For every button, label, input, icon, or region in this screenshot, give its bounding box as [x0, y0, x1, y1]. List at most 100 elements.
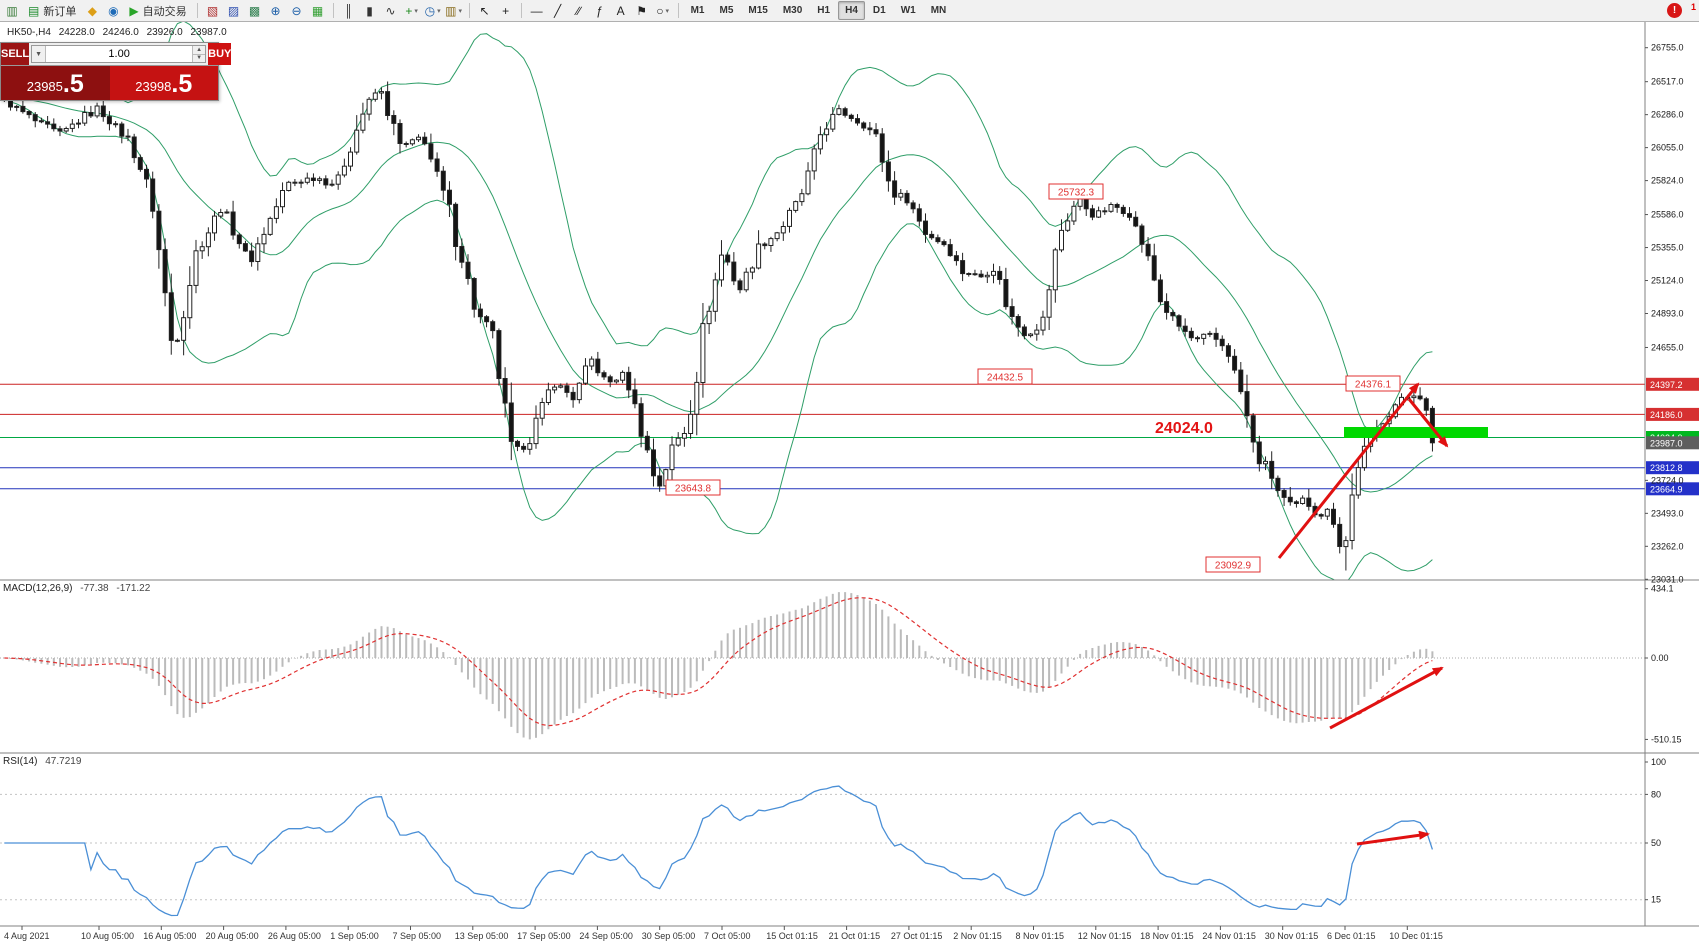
svg-text:23643.8: 23643.8 — [675, 484, 712, 495]
add-indicator-button[interactable]: + ▾ — [402, 2, 422, 20]
svg-text:24186.0: 24186.0 — [1650, 410, 1683, 420]
chart-window-icon: ▩ — [248, 3, 261, 18]
fibonacci-tool-button[interactable]: ƒ — [590, 2, 610, 20]
ohlc-low: 23926.0 — [146, 27, 183, 38]
volume-down-icon[interactable]: ▼ — [193, 54, 206, 62]
timeframe-h1[interactable]: H1 — [817, 5, 831, 16]
label-tool-button[interactable]: ⚑ — [632, 2, 652, 20]
ohlc-high: 24246.0 — [102, 27, 139, 38]
overlay-layer: 25732.3 24432.5 24376.1 24024.0 23643.8 23092… — [665, 183, 1699, 846]
crosshair-icon: + — [502, 3, 510, 18]
timeframe-m15[interactable]: M15 — [748, 5, 768, 16]
chart-window-button[interactable]: ▩ — [245, 2, 265, 20]
shapes-tool-button[interactable]: ○ ▾ — [653, 2, 673, 20]
zoom-out-button[interactable]: ⊖ — [287, 2, 307, 20]
trend-arrow[interactable] — [1356, 830, 1430, 846]
timeframe-w1[interactable]: W1 — [900, 5, 916, 16]
time-axis-label: 4 Aug 2021 — [4, 931, 50, 941]
price-axis-label: 23262.0 — [1651, 541, 1684, 551]
cursor-button[interactable]: ↖ — [475, 2, 495, 20]
time-axis-label: 30 Nov 01:15 — [1265, 931, 1319, 941]
svg-text:24376.1: 24376.1 — [1355, 380, 1392, 391]
price-tag — [1646, 436, 1699, 450]
timeframe-h4[interactable]: H4 — [838, 1, 865, 20]
trend-arrow[interactable] — [1407, 398, 1449, 448]
new-order-label: 新订单 — [43, 5, 77, 18]
text-tool-button[interactable]: A — [611, 2, 631, 20]
svg-text:24432.5: 24432.5 — [987, 373, 1024, 384]
trend-arrow[interactable] — [1329, 666, 1444, 730]
market-watch-button[interactable]: ◉ — [103, 2, 123, 20]
tile-windows-button[interactable]: ▦ — [308, 2, 328, 20]
alert-icon[interactable]: ! — [1667, 3, 1682, 18]
sell-button[interactable]: SELL — [1, 43, 30, 65]
templates-button[interactable]: ▥ ▾ — [444, 2, 464, 20]
volume-input[interactable] — [46, 46, 193, 62]
macd-pane — [0, 592, 1645, 740]
price-chart[interactable]: 25732.3 24432.5 24376.1 24024.0 23643.8 23092… — [0, 22, 1699, 942]
horizontal-line-tool-button[interactable]: — — [527, 2, 547, 20]
volume-dropdown-icon[interactable]: ▼ — [32, 46, 47, 62]
periods-button[interactable]: ◷ ▾ — [423, 2, 443, 20]
key-level-label[interactable]: 24024.0 — [1155, 420, 1213, 437]
rsi-scale-label: 100 — [1651, 757, 1666, 767]
price-annotation-box[interactable] — [665, 479, 721, 496]
fibonacci-tool-icon: ƒ — [596, 3, 603, 18]
horizontal-line-tool-icon: — — [530, 3, 543, 18]
trend-arrow[interactable] — [1277, 382, 1420, 559]
notification-badge: 1 — [1690, 2, 1696, 12]
volume-control: ▼ ▲ ▼ — [31, 45, 207, 63]
buy-price[interactable]: 23998 .5 — [109, 66, 218, 100]
price-axis-label: 23493.0 — [1651, 508, 1684, 518]
support-zone-rectangle[interactable] — [1344, 427, 1488, 438]
price-annotation-box[interactable] — [1345, 375, 1401, 392]
caret-down-icon: ▾ — [665, 7, 669, 15]
timeframe-m1[interactable]: M1 — [690, 5, 705, 16]
timeframe-m30[interactable]: M30 — [782, 5, 803, 16]
macd-indicator-label: MACD(12,26,9) -77.38 -171.22 — [3, 583, 150, 594]
price-annotation-box[interactable] — [1205, 556, 1261, 573]
main-pane — [0, 22, 1645, 580]
macd-scale-label: 0.00 — [1651, 653, 1669, 663]
symbol-info: HK50-,H4 24228.0 24246.0 23926.0 23987.0 — [7, 27, 232, 38]
ohlc-close: 23987.0 — [190, 27, 227, 38]
candlestick-mode-button[interactable]: ▮ — [360, 2, 380, 20]
crosshair-button[interactable]: + — [496, 2, 516, 20]
sell-price-main: 23985 — [26, 79, 63, 94]
new-order-button[interactable]: ▤ 新订单 — [23, 2, 81, 20]
rsi-line — [4, 785, 1434, 917]
price-axis-label: 23724.0 — [1651, 475, 1684, 485]
rsi-scale-label: 80 — [1651, 789, 1661, 799]
price-axis-label: 26517.0 — [1651, 77, 1684, 87]
channel-tool-button[interactable]: ∕∕ — [569, 2, 589, 20]
price-annotation-box[interactable] — [1048, 183, 1104, 200]
indicator-window-button[interactable]: ▧ — [203, 2, 223, 20]
metaeditor-icon: ◆ — [87, 3, 97, 18]
zoom-in-icon: ⊕ — [270, 3, 281, 18]
timeframe-m5[interactable]: M5 — [719, 5, 734, 16]
autotrading-button[interactable]: ▶ 自动交易 — [124, 2, 191, 20]
chart-window: 25732.3 24432.5 24376.1 24024.0 23643.8 23092… — [0, 22, 1699, 942]
bar-chart-mode-button[interactable]: ║ — [339, 2, 359, 20]
metaeditor-button[interactable]: ◆ — [82, 2, 102, 20]
svg-text:23987.0: 23987.0 — [1650, 438, 1683, 448]
price-annotation-box[interactable] — [977, 368, 1033, 385]
alert-glyph: ! — [1672, 5, 1677, 16]
time-axis-label: 15 Oct 01:15 — [766, 931, 818, 941]
zoom-in-button[interactable]: ⊕ — [266, 2, 286, 20]
timeframe-mn[interactable]: MN — [930, 5, 947, 16]
line-chart-mode-button[interactable]: ∿ — [381, 2, 401, 20]
add-indicator-icon: + — [405, 3, 413, 18]
buy-button[interactable]: BUY — [208, 43, 232, 65]
time-axis-label: 24 Sep 05:00 — [579, 931, 633, 941]
toolbar-separator — [677, 3, 679, 18]
trade-panel-controls: SELL ▼ ▲ ▼ BUY — [1, 43, 232, 66]
object-window-button[interactable]: ▨ — [224, 2, 244, 20]
sell-price[interactable]: 23985 .5 — [1, 66, 110, 100]
macd-scale-label: -510.15 — [1651, 734, 1682, 744]
timeframe-d1[interactable]: D1 — [872, 5, 886, 16]
trendline-tool-button[interactable]: ╱ — [548, 2, 568, 20]
new-chart-button[interactable]: ▥ — [2, 2, 22, 20]
volume-up-icon[interactable]: ▲ — [193, 46, 206, 55]
market-watch-icon: ◉ — [108, 3, 119, 18]
